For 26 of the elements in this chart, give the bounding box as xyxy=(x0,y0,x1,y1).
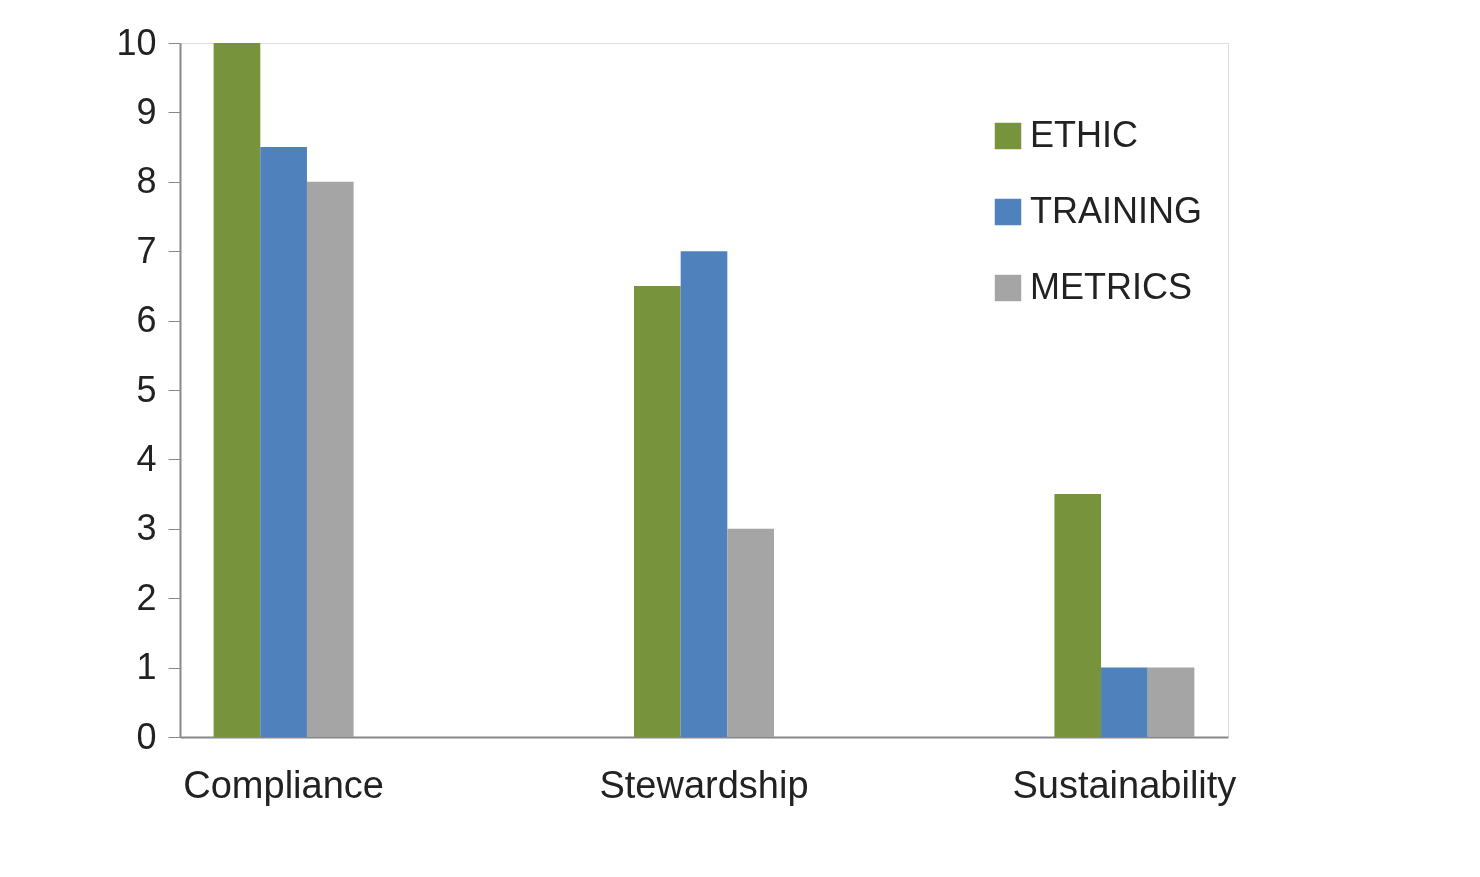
y-tick-label: 1 xyxy=(136,646,157,688)
bar xyxy=(260,147,307,737)
bar xyxy=(1101,667,1148,737)
y-tick-label: 8 xyxy=(136,160,157,202)
bar xyxy=(213,43,261,737)
bar xyxy=(306,181,354,737)
y-tick-label: 2 xyxy=(136,576,157,618)
bar xyxy=(1054,494,1102,737)
y-tick-label: 3 xyxy=(136,507,157,549)
legend-label: TRAINING xyxy=(1030,190,1203,231)
y-tick-label: 10 xyxy=(116,21,157,63)
y-tick-label: 9 xyxy=(136,90,157,132)
legend-label: ETHIC xyxy=(1030,114,1138,155)
x-tick-label: Stewardship xyxy=(599,763,809,806)
y-tick-label: 0 xyxy=(136,715,157,757)
y-tick-label: 7 xyxy=(136,229,157,271)
x-tick-label: Compliance xyxy=(183,763,384,806)
bar xyxy=(680,251,728,737)
y-tick-label: 5 xyxy=(136,368,157,410)
y-tick-label: 6 xyxy=(136,299,157,341)
bar xyxy=(1147,667,1195,737)
bar xyxy=(727,528,774,737)
legend-label: METRICS xyxy=(1030,266,1192,307)
y-tick-label: 4 xyxy=(136,437,157,479)
x-tick-label: Sustainability xyxy=(1012,763,1237,806)
bar xyxy=(634,285,681,737)
